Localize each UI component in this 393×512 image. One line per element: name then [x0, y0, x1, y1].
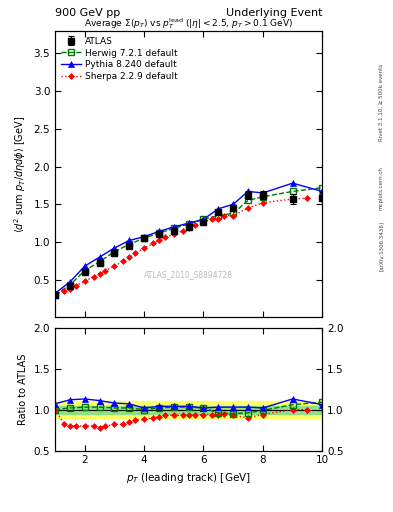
Sherpa 2.2.9 default	[112, 263, 117, 269]
Pythia 8.240 default	[83, 263, 87, 269]
Herwig 7.2.1 default	[53, 292, 57, 298]
Pythia 8.240 default	[261, 190, 265, 196]
Sherpa 2.2.9 default	[222, 212, 227, 219]
Pythia 8.240 default	[142, 233, 147, 240]
Pythia 8.240 default	[186, 220, 191, 226]
Sherpa 2.2.9 default	[290, 196, 295, 202]
Sherpa 2.2.9 default	[231, 212, 235, 219]
Sherpa 2.2.9 default	[201, 219, 206, 225]
Herwig 7.2.1 default	[171, 225, 176, 231]
Sherpa 2.2.9 default	[103, 268, 108, 274]
Herwig 7.2.1 default	[83, 268, 87, 274]
Herwig 7.2.1 default	[246, 198, 250, 204]
Y-axis label: $\langle d^2$ sum $p_T/d\eta d\phi\rangle$ [GeV]: $\langle d^2$ sum $p_T/d\eta d\phi\rangl…	[12, 115, 28, 233]
Sherpa 2.2.9 default	[133, 250, 138, 257]
Pythia 8.240 default	[231, 201, 235, 207]
Text: mcplots.cern.ch: mcplots.cern.ch	[379, 166, 384, 210]
Line: Sherpa 2.2.9 default: Sherpa 2.2.9 default	[53, 196, 310, 297]
Sherpa 2.2.9 default	[180, 228, 185, 234]
Pythia 8.240 default	[216, 206, 221, 212]
Herwig 7.2.1 default	[231, 210, 235, 217]
Line: Pythia 8.240 default: Pythia 8.240 default	[52, 180, 325, 296]
Sherpa 2.2.9 default	[192, 222, 197, 228]
Herwig 7.2.1 default	[112, 249, 117, 255]
Sherpa 2.2.9 default	[97, 271, 102, 277]
Herwig 7.2.1 default	[68, 282, 72, 288]
Herwig 7.2.1 default	[261, 194, 265, 200]
Text: Rivet 3.1.10, ≥ 500k events: Rivet 3.1.10, ≥ 500k events	[379, 64, 384, 141]
Sherpa 2.2.9 default	[210, 216, 215, 222]
Herwig 7.2.1 default	[290, 188, 295, 195]
Pythia 8.240 default	[68, 279, 72, 285]
Pythia 8.240 default	[290, 180, 295, 186]
Text: [arXiv:1306.3436]: [arXiv:1306.3436]	[379, 221, 384, 271]
Sherpa 2.2.9 default	[171, 231, 176, 238]
Pythia 8.240 default	[53, 290, 57, 296]
Sherpa 2.2.9 default	[151, 241, 155, 247]
Sherpa 2.2.9 default	[186, 225, 191, 231]
Sherpa 2.2.9 default	[261, 200, 265, 206]
Sherpa 2.2.9 default	[127, 254, 132, 260]
Bar	[55, 406, 322, 414]
Sherpa 2.2.9 default	[142, 245, 147, 251]
Pythia 8.240 default	[171, 224, 176, 230]
Pythia 8.240 default	[156, 228, 161, 234]
Sherpa 2.2.9 default	[53, 292, 57, 298]
Herwig 7.2.1 default	[320, 185, 325, 191]
Text: Underlying Event: Underlying Event	[226, 8, 322, 18]
Sherpa 2.2.9 default	[83, 278, 87, 284]
Sherpa 2.2.9 default	[216, 216, 221, 222]
Sherpa 2.2.9 default	[62, 288, 66, 294]
Sherpa 2.2.9 default	[91, 273, 96, 280]
Y-axis label: Ratio to ATLAS: Ratio to ATLAS	[18, 353, 28, 425]
Herwig 7.2.1 default	[97, 259, 102, 265]
Pythia 8.240 default	[97, 254, 102, 260]
Sherpa 2.2.9 default	[163, 234, 167, 241]
Legend: ATLAS, Herwig 7.2.1 default, Pythia 8.240 default, Sherpa 2.2.9 default: ATLAS, Herwig 7.2.1 default, Pythia 8.24…	[59, 35, 179, 83]
Sherpa 2.2.9 default	[246, 205, 250, 211]
Pythia 8.240 default	[127, 238, 132, 244]
Sherpa 2.2.9 default	[121, 258, 126, 264]
Pythia 8.240 default	[246, 188, 250, 195]
Sherpa 2.2.9 default	[156, 238, 161, 244]
Herwig 7.2.1 default	[142, 235, 147, 241]
Pythia 8.240 default	[201, 216, 206, 222]
Sherpa 2.2.9 default	[305, 195, 310, 201]
Pythia 8.240 default	[112, 245, 117, 251]
Herwig 7.2.1 default	[127, 241, 132, 247]
Text: ATLAS_2010_S8894728: ATLAS_2010_S8894728	[144, 270, 233, 279]
Bar	[55, 401, 322, 418]
Herwig 7.2.1 default	[216, 212, 221, 219]
Herwig 7.2.1 default	[186, 221, 191, 227]
Line: Herwig 7.2.1 default: Herwig 7.2.1 default	[52, 185, 325, 297]
Title: Average $\Sigma(p_T)$ vs $p_T^{\mathrm{lead}}$ ($|\eta| < 2.5$, $p_T > 0.1$ GeV): Average $\Sigma(p_T)$ vs $p_T^{\mathrm{l…	[84, 16, 293, 31]
Sherpa 2.2.9 default	[68, 286, 72, 292]
Text: 900 GeV pp: 900 GeV pp	[55, 8, 120, 18]
Herwig 7.2.1 default	[201, 216, 206, 222]
Herwig 7.2.1 default	[156, 230, 161, 236]
Sherpa 2.2.9 default	[73, 283, 78, 289]
X-axis label: $p_T$ (leading track) [GeV]: $p_T$ (leading track) [GeV]	[126, 471, 251, 485]
Pythia 8.240 default	[320, 188, 325, 195]
